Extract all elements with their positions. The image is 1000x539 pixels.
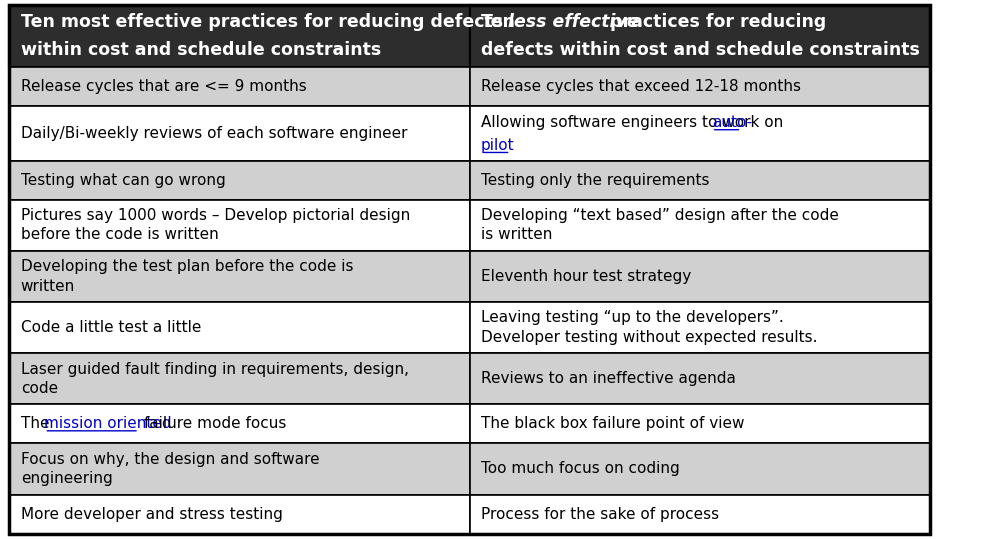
Text: Laser guided fault finding in requirements, design,
code: Laser guided fault finding in requiremen… bbox=[21, 362, 409, 396]
Bar bbox=[470, 302, 930, 353]
Bar bbox=[470, 67, 930, 107]
Bar bbox=[470, 251, 930, 302]
Bar bbox=[470, 353, 930, 404]
Bar bbox=[9, 302, 470, 353]
Bar bbox=[470, 404, 930, 444]
Text: Daily/Bi-weekly reviews of each software engineer: Daily/Bi-weekly reviews of each software… bbox=[21, 126, 407, 141]
Bar bbox=[9, 107, 470, 161]
Text: Eleventh hour test strategy: Eleventh hour test strategy bbox=[481, 269, 691, 284]
Text: Testing only the requirements: Testing only the requirements bbox=[481, 172, 709, 188]
Bar bbox=[9, 200, 470, 251]
Text: The black box failure point of view: The black box failure point of view bbox=[481, 416, 744, 431]
Text: Developing the test plan before the code is
written: Developing the test plan before the code… bbox=[21, 259, 353, 294]
Text: defects within cost and schedule constraints: defects within cost and schedule constra… bbox=[481, 42, 920, 59]
Text: mission oriented: mission oriented bbox=[44, 416, 172, 431]
Bar bbox=[470, 444, 930, 494]
Bar bbox=[9, 444, 470, 494]
Text: Code a little test a little: Code a little test a little bbox=[21, 320, 201, 335]
Text: Process for the sake of process: Process for the sake of process bbox=[481, 507, 719, 522]
Text: Allowing software engineers to work on: Allowing software engineers to work on bbox=[481, 115, 788, 130]
Text: Testing what can go wrong: Testing what can go wrong bbox=[21, 172, 225, 188]
Text: within cost and schedule constraints: within cost and schedule constraints bbox=[21, 42, 381, 59]
Text: The: The bbox=[21, 416, 54, 431]
Bar bbox=[9, 5, 470, 67]
Text: Release cycles that exceed 12-18 months: Release cycles that exceed 12-18 months bbox=[481, 79, 801, 94]
Text: Reviews to an ineffective agenda: Reviews to an ineffective agenda bbox=[481, 371, 736, 386]
Text: Leaving testing “up to the developers”.
Developer testing without expected resul: Leaving testing “up to the developers”. … bbox=[481, 310, 817, 344]
Bar bbox=[9, 404, 470, 444]
Bar bbox=[9, 251, 470, 302]
Bar bbox=[9, 67, 470, 107]
Bar bbox=[470, 494, 930, 534]
Bar bbox=[470, 5, 930, 67]
Bar bbox=[9, 161, 470, 200]
Bar bbox=[470, 161, 930, 200]
Text: Release cycles that are <= 9 months: Release cycles that are <= 9 months bbox=[21, 79, 306, 94]
Bar bbox=[470, 200, 930, 251]
Text: Ten: Ten bbox=[481, 13, 521, 31]
Text: less effective: less effective bbox=[508, 13, 639, 31]
Bar bbox=[9, 353, 470, 404]
Text: Ten most effective practices for reducing defects: Ten most effective practices for reducin… bbox=[21, 13, 503, 31]
Text: failure mode focus: failure mode focus bbox=[139, 416, 286, 431]
Bar bbox=[470, 107, 930, 161]
Text: More developer and stress testing: More developer and stress testing bbox=[21, 507, 283, 522]
Text: Too much focus on coding: Too much focus on coding bbox=[481, 461, 680, 476]
Bar bbox=[9, 494, 470, 534]
Text: Pictures say 1000 words – Develop pictorial design
before the code is written: Pictures say 1000 words – Develop pictor… bbox=[21, 208, 410, 243]
Text: Focus on why, the design and software
engineering: Focus on why, the design and software en… bbox=[21, 452, 319, 486]
Text: pilot: pilot bbox=[481, 138, 515, 153]
Text: Developing “text based” design after the code
is written: Developing “text based” design after the… bbox=[481, 208, 839, 243]
Text: practices for reducing: practices for reducing bbox=[604, 13, 827, 31]
Text: auto-: auto- bbox=[712, 115, 752, 130]
